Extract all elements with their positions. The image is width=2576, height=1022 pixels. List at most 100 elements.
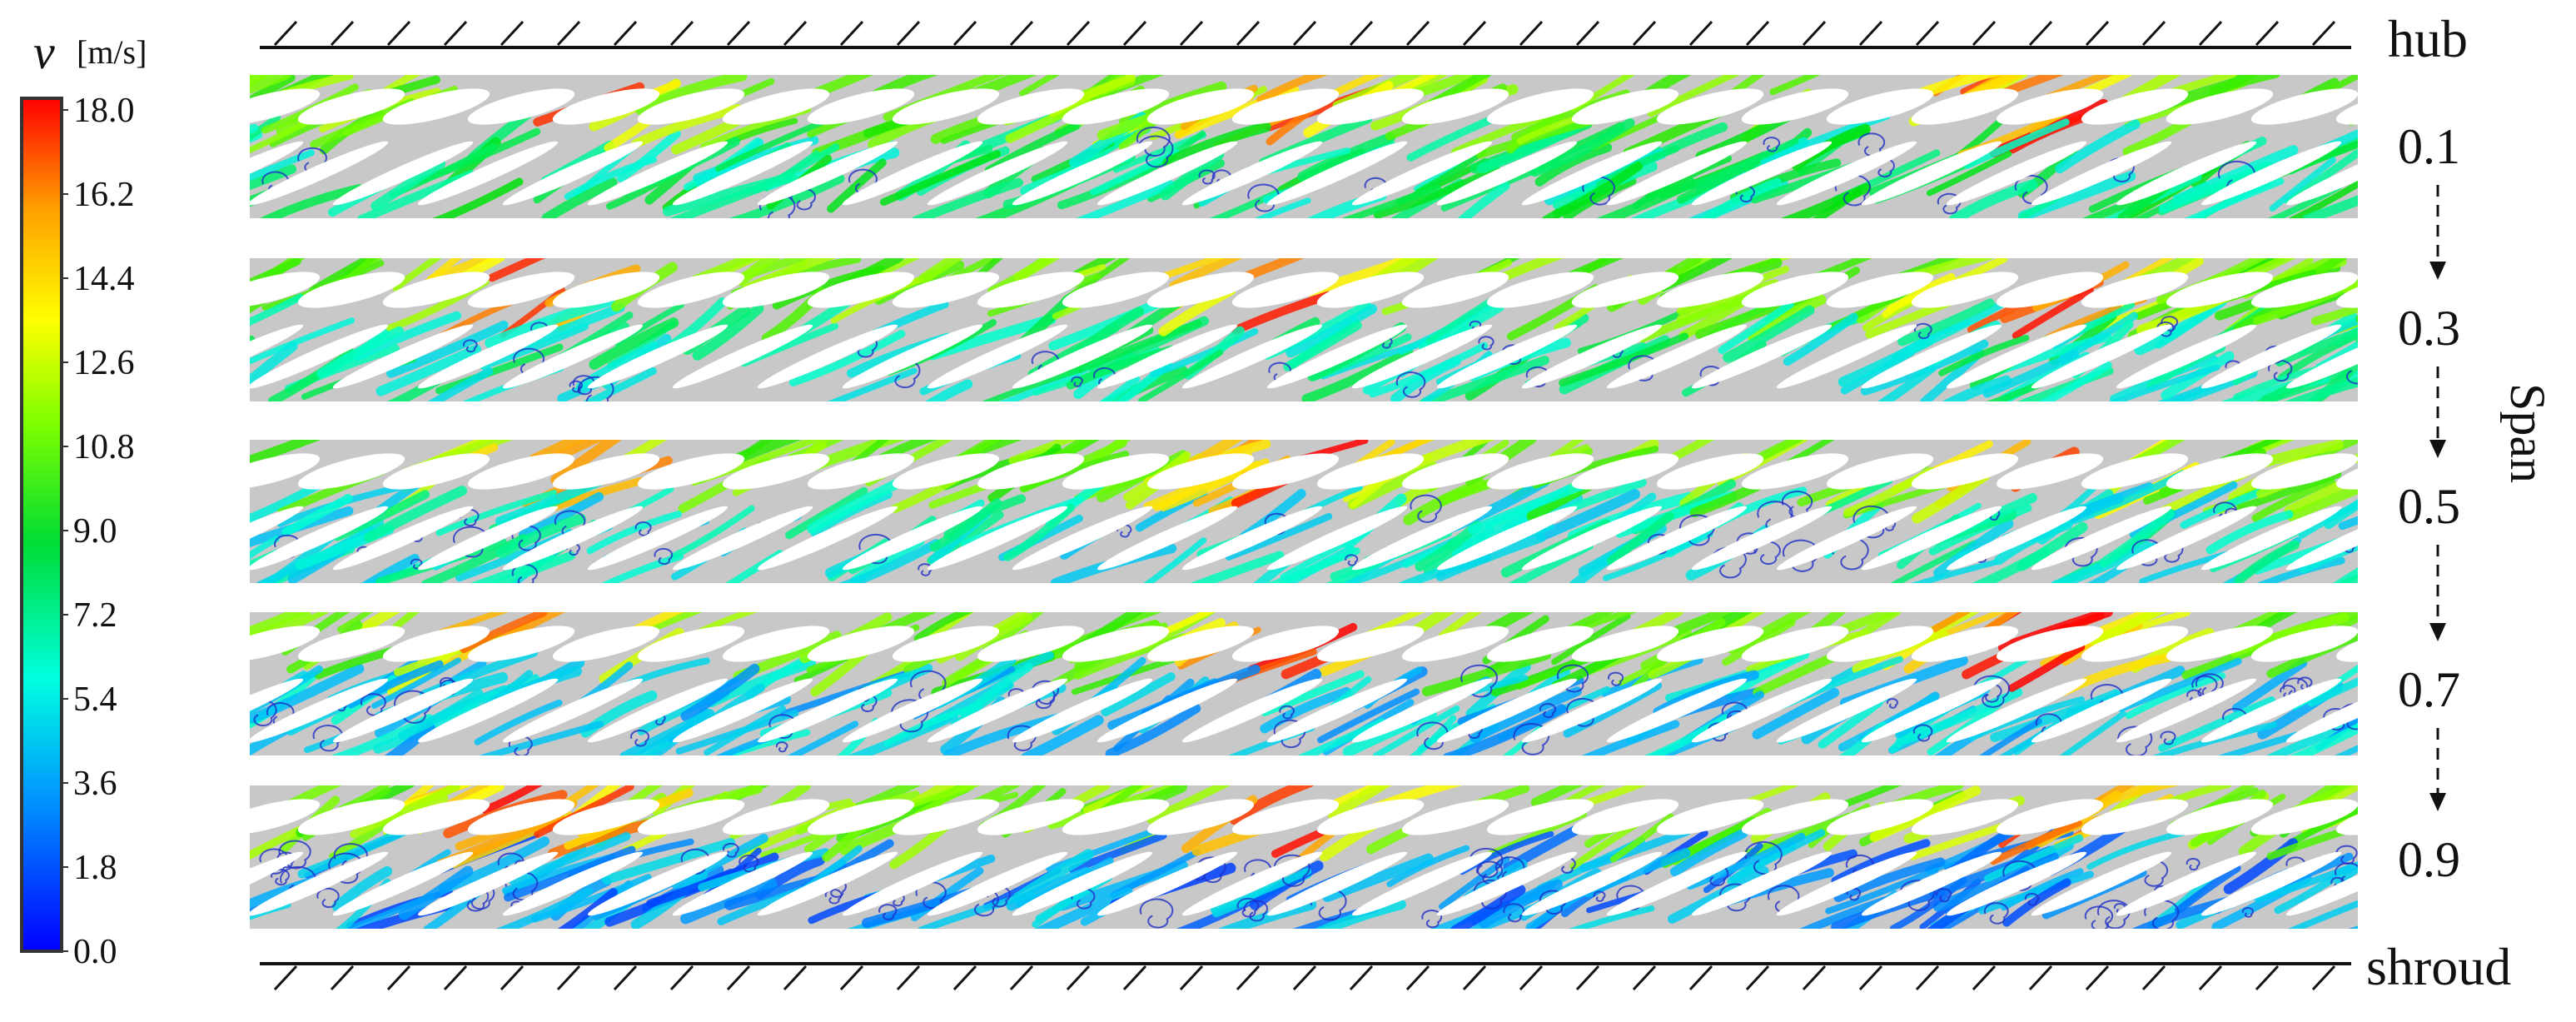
span-level-label: 0.7 [2398,662,2460,717]
blade-lower [1861,851,2002,916]
cascade-panel [250,75,2358,218]
blade-upper [1741,88,1849,125]
blade-upper [1146,453,1255,490]
blade-upper [1571,272,1679,308]
blade-lower [2031,678,2172,743]
blade-upper [1826,88,1934,125]
blade-upper [1656,453,1764,490]
blade-lower [1351,324,1493,389]
blade-lower [2201,324,2342,389]
blade-upper [250,272,321,308]
colorbar-tick-label: 12.6 [73,344,135,382]
blade-lower [842,678,983,743]
blade-upper [1316,88,1425,125]
blade-lower [587,324,729,389]
blade-upper [467,453,575,490]
blade-lower [1351,851,1493,916]
cascade-panel [250,785,2358,929]
blade-lower [502,141,644,206]
blade-lower [250,141,389,206]
blade-lower [1521,324,1663,389]
cascade-panels [250,75,2358,929]
blade-upper [297,88,405,125]
blade-lower [2285,678,2358,743]
blade-lower [1351,506,1493,571]
blade-lower [417,506,559,571]
blade-upper [892,799,1000,835]
blade-lower [842,141,983,206]
colorbar-tick-label: 5.4 [73,681,117,719]
blade-upper [637,88,745,125]
blade-lower [1012,506,1153,571]
blade-lower [1861,678,2002,743]
blade-lower [1436,506,1578,571]
down-arrow-icon [2429,728,2446,811]
blade-upper [807,799,915,835]
blade-upper [552,799,660,835]
blade-lower [1861,141,2002,206]
blade-upper [892,272,1000,308]
blade-upper [807,272,915,308]
blade-lower [1776,324,1917,389]
blade-upper [382,453,490,490]
blade-lower [672,678,813,743]
blade-lower [502,324,644,389]
blade-lower [1861,324,2002,389]
blade-lower [2116,851,2257,916]
blade-upper [250,626,321,662]
blade-lower [1097,678,1238,743]
blade-lower [417,141,559,206]
blade-lower [587,141,729,206]
blade-upper [1571,626,1679,662]
colorbar-unit: [m/s] [77,33,147,71]
blade-upper [1656,272,1764,308]
blade-lower [927,324,1068,389]
blade-lower [2116,506,2257,571]
blade-lower [587,506,729,571]
blade-lower [250,324,389,389]
blade-lower [672,506,813,571]
blade-lower [250,851,389,916]
blade-lower [502,506,644,571]
blade-upper [2166,272,2274,308]
blade-lower [1012,141,1153,206]
blade-upper [637,272,745,308]
blade-upper [382,272,490,308]
down-arrow-icon [2429,185,2446,280]
blade-upper [1656,626,1764,662]
blade-upper [2250,453,2358,490]
blade-upper [807,626,915,662]
blade-lower [2116,324,2257,389]
blade-lower [2201,851,2342,916]
blade-lower [417,678,559,743]
blade-lower [842,324,983,389]
blade-upper [1571,799,1679,835]
blade-lower [757,678,898,743]
span-level-label: 0.3 [2398,301,2460,356]
colorbar-tick-label: 16.2 [73,176,135,214]
blade-lower [1351,141,1493,206]
blade-lower [2285,324,2358,389]
blade-upper [1231,88,1340,125]
colorbar-tick-label: 14.4 [73,260,135,298]
blade-lower [1861,506,2002,571]
blade-lower [1436,678,1578,743]
span-level-label: 0.1 [2398,119,2460,174]
blade-lower [757,506,898,571]
blade-upper [382,626,490,662]
blade-lower [250,141,304,206]
down-arrow-icon [2429,366,2446,458]
blade-upper [892,626,1000,662]
blade-upper [1146,799,1255,835]
blade-upper [552,626,660,662]
blade-upper [1656,799,1764,835]
blade-lower [250,851,304,916]
blade-upper [2250,626,2358,662]
cascade-panel [250,258,2358,401]
blade-upper [1741,453,1849,490]
blade-lower [1012,324,1153,389]
blade-upper [1826,799,1934,835]
blade-upper [1062,799,1170,835]
blade-lower [1776,678,1917,743]
blade-lower [757,324,898,389]
